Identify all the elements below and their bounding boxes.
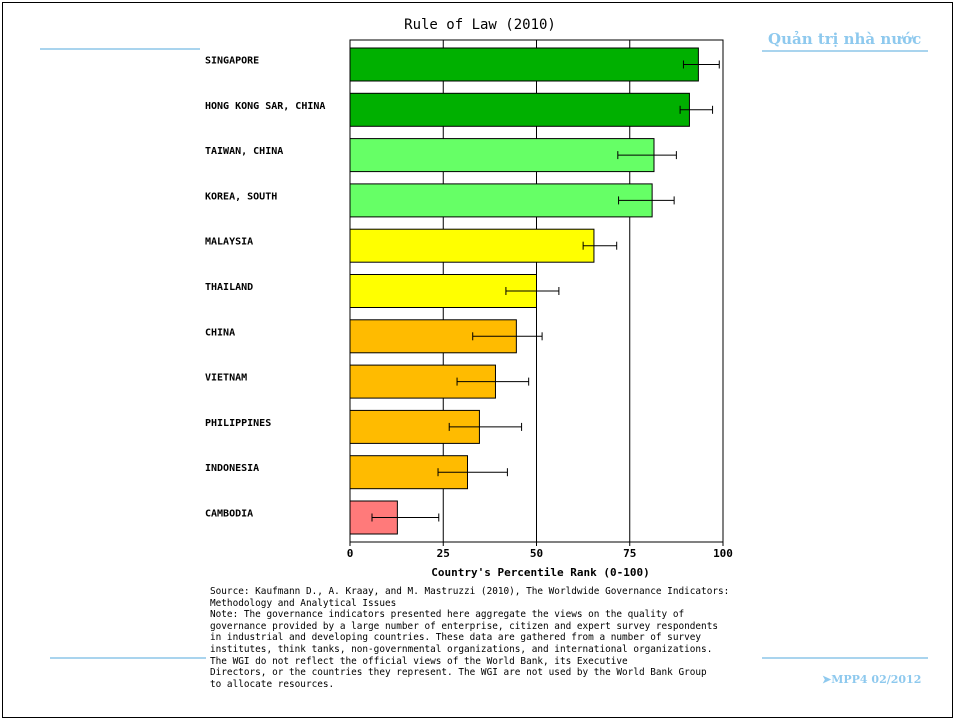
- x-tick-label: 100: [713, 547, 733, 560]
- category-label: INDONESIA: [205, 463, 259, 474]
- bottom-right-divider: [762, 657, 928, 659]
- bar: [349, 138, 655, 173]
- category-label: CHINA: [205, 327, 235, 338]
- x-tick-label: 50: [530, 547, 543, 560]
- category-label: KOREA, SOUTH: [205, 191, 277, 202]
- category-label: SINGAPORE: [205, 56, 259, 67]
- slide-code: ➤MPP4 02/2012: [822, 673, 922, 686]
- category-label: CAMBODIA: [205, 509, 253, 520]
- bar: [349, 183, 653, 218]
- bar: [349, 228, 595, 263]
- bar: [349, 47, 699, 82]
- top-left-divider: [40, 48, 200, 50]
- x-tick-label: 0: [347, 547, 354, 560]
- category-label: THAILAND: [205, 282, 253, 293]
- top-right-divider: [762, 50, 928, 52]
- source-note: Source: Kaufmann D., A. Kraay, and M. Ma…: [210, 586, 770, 690]
- x-axis-label: Country's Percentile Rank (0-100): [431, 566, 650, 579]
- x-tick-label: 25: [437, 547, 450, 560]
- category-label: TAIWAN, CHINA: [205, 146, 283, 157]
- chart-title: Rule of Law (2010): [404, 17, 556, 33]
- methodology-note: Note: The governance indicators presente…: [210, 609, 718, 690]
- category-label: VIETNAM: [205, 373, 247, 384]
- category-label: HONG KONG SAR, CHINA: [205, 101, 325, 112]
- bar: [349, 92, 690, 127]
- x-tick-label: 75: [623, 547, 636, 560]
- source-citation: Source: Kaufmann D., A. Kraay, and M. Ma…: [210, 586, 730, 609]
- category-label: MALAYSIA: [205, 237, 253, 248]
- category-label: PHILIPPINES: [205, 418, 271, 429]
- section-title: Quản trị nhà nước: [768, 30, 922, 48]
- bottom-left-divider: [50, 657, 206, 659]
